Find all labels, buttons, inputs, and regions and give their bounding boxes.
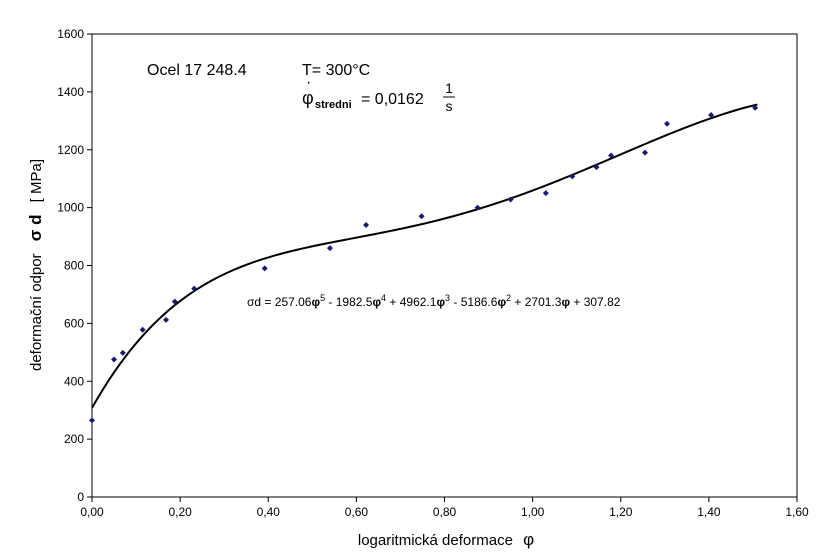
x-tick-label: 0,60 <box>345 505 369 519</box>
trendline-equation: σd = 257.06φ5 - 1982.5φ4 + 4962.1φ3 - 51… <box>247 293 621 309</box>
x-axis-title-text: logaritmická deformace <box>358 532 513 549</box>
x-tick-label: 1,20 <box>609 505 633 519</box>
data-point <box>261 265 268 272</box>
data-point <box>752 104 759 111</box>
eq-var-3: φ <box>436 295 445 309</box>
data-point <box>569 173 576 180</box>
y-tick-label: 400 <box>64 374 84 388</box>
data-point <box>111 356 118 363</box>
strain-rate-label: · φ stredni = 0,0162 1 s <box>302 74 455 114</box>
trendline <box>91 103 758 409</box>
data-points-layer <box>89 104 759 424</box>
y-tick-label: 1600 <box>57 27 84 41</box>
data-point <box>608 152 615 159</box>
data-point <box>139 326 146 333</box>
temperature-label: T= 300°C <box>302 62 370 79</box>
eq-coef-5: 257.06 <box>275 295 312 309</box>
data-point <box>119 349 126 356</box>
data-point <box>507 196 514 203</box>
y-tick-label: 1400 <box>57 85 84 99</box>
equation-lhs: σd = <box>247 295 275 309</box>
y-axis-unit: [ MPa] <box>28 159 45 202</box>
data-point <box>641 149 648 156</box>
eq-var-4: φ <box>372 295 381 309</box>
material-label: Ocel 17 248.4 <box>147 62 247 79</box>
data-point <box>593 164 600 171</box>
y-tick-label: 0 <box>77 490 84 504</box>
data-point <box>418 213 425 220</box>
eq-coef-3: + 4962.1 <box>386 295 437 309</box>
x-tick-label: 0,80 <box>433 505 457 519</box>
x-tick-label: 0,40 <box>257 505 281 519</box>
data-point <box>89 417 95 424</box>
rate-dot: · <box>306 74 311 91</box>
rate-subscript: stredni <box>315 99 352 111</box>
y-tick-label: 600 <box>64 316 84 330</box>
y-axis-ticks: 0 200 400 600 800 1000 1200 1400 1600 <box>57 27 92 504</box>
y-tick-label: 1200 <box>57 143 84 157</box>
eq-var-1: φ <box>561 295 570 309</box>
rate-unit-denominator: s <box>446 98 453 114</box>
x-axis-ticks: 0,00 0,20 0,40 0,60 0,80 1,00 1,20 1,40 1,60 <box>80 497 809 519</box>
rate-symbol: φ <box>302 88 314 108</box>
eq-var-2: φ <box>497 295 506 309</box>
y-tick-label: 200 <box>64 432 84 446</box>
rate-unit-numerator: 1 <box>445 80 453 96</box>
x-axis-title: logaritmická deformace φ <box>358 530 534 549</box>
eq-exp-3: 3 <box>445 293 450 303</box>
data-point <box>474 204 481 211</box>
y-axis-title-text: deformační odpor <box>28 253 45 371</box>
x-tick-label: 1,60 <box>785 505 809 519</box>
y-axis-symbol: σ d <box>26 215 45 242</box>
x-tick-label: 0,20 <box>168 505 192 519</box>
x-tick-label: 1,00 <box>521 505 545 519</box>
x-tick-label: 1,40 <box>697 505 721 519</box>
plot-frame <box>91 33 798 498</box>
y-tick-label: 1000 <box>57 201 84 215</box>
x-tick-label: 0,00 <box>80 505 104 519</box>
rate-value: = 0,0162 <box>361 91 424 108</box>
y-tick-label: 800 <box>64 259 84 273</box>
eq-constant: + 307.82 <box>570 295 621 309</box>
eq-exp-2: 2 <box>506 293 511 303</box>
data-point <box>542 190 549 197</box>
data-point <box>191 285 198 292</box>
eq-coef-2: - 5186.6 <box>450 295 498 309</box>
eq-coef-1: + 2701.3 <box>511 295 562 309</box>
data-point <box>163 316 170 323</box>
eq-exp-4: 4 <box>381 293 386 303</box>
eq-exp-5: 5 <box>320 293 325 303</box>
data-point <box>664 120 671 127</box>
data-point <box>363 221 370 228</box>
data-point <box>326 245 333 252</box>
eq-var-5: φ <box>311 295 320 309</box>
y-axis-title: deformační odpor σ d [ MPa] <box>26 159 45 371</box>
trendline-layer <box>91 103 758 409</box>
data-point <box>708 112 715 119</box>
eq-coef-4: - 1982.5 <box>325 295 373 309</box>
data-point <box>171 298 178 305</box>
x-axis-symbol: φ <box>523 530 534 549</box>
